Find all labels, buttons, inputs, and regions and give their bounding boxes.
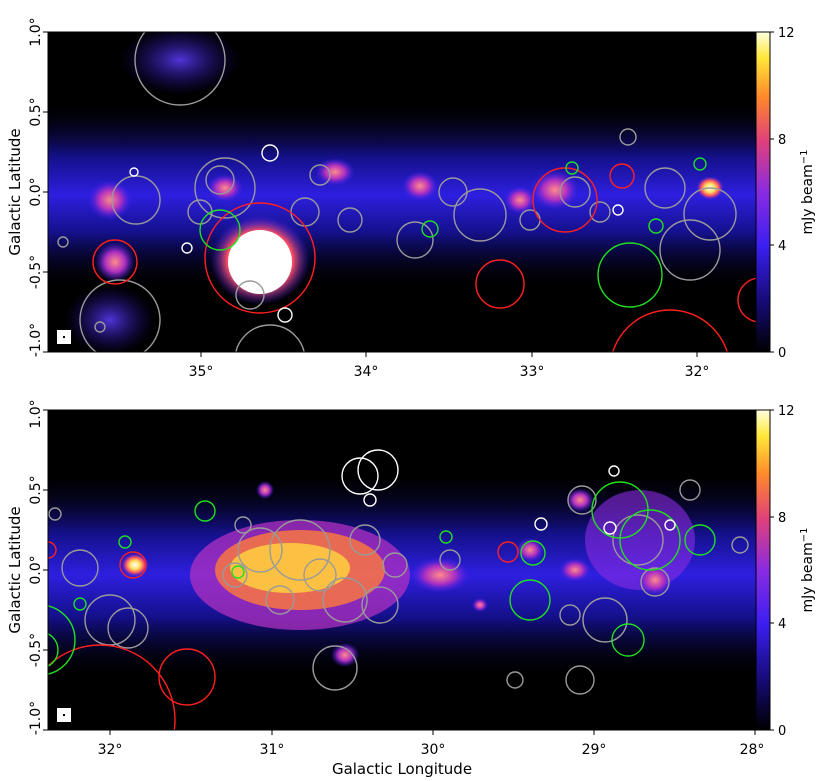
top-cbar-tick-0: 0: [778, 346, 786, 361]
top-ytick-5: -1.0°: [28, 323, 44, 357]
top-xtick-3: 33°: [520, 364, 545, 380]
top-ytick-2: 0.5°: [28, 97, 44, 126]
bottom-cbar-tick-4: 4: [778, 617, 786, 632]
bottom-xlabel: Galactic Longitude: [332, 760, 472, 778]
top-xtick-1: 35°: [189, 364, 214, 380]
bottom-colorbar: [755, 409, 771, 731]
bottom-xtick-3: 30°: [421, 742, 446, 758]
top-xtick-2: 34°: [354, 364, 379, 380]
top-panel: 35° 34° 33° 32° 1.0° 0.5° 0.0° -0.5° -1.…: [6, 17, 816, 380]
bottom-ytick-1: 1.0°: [28, 399, 44, 428]
bottom-xtick-4: 29°: [582, 742, 607, 758]
top-ylabel: Galactic Latitude: [6, 128, 24, 255]
top-image: [48, 32, 756, 352]
bottom-xtick-2: 31°: [260, 742, 285, 758]
bottom-xtick-1: 32°: [98, 742, 123, 758]
bottom-ytick-5: -1.0°: [28, 701, 44, 735]
bottom-panel: 32° 31° 30° 29° 28° 1.0° 0.5° 0.0° -0.5°…: [6, 399, 816, 778]
bottom-cbar-tick-8: 8: [778, 511, 786, 526]
bottom-ytick-4: -0.5°: [28, 633, 44, 667]
top-ytick-4: -0.5°: [28, 255, 44, 289]
top-colorbar: [755, 31, 771, 353]
top-ytick-1: 1.0°: [28, 17, 44, 46]
top-cbar-tick-4: 4: [778, 239, 786, 254]
bottom-xtick-5: 28°: [740, 742, 765, 758]
bottom-cbar-tick-12: 12: [778, 404, 795, 419]
bottom-ylabel: Galactic Latitude: [6, 506, 24, 633]
top-xtick-4: 32°: [685, 364, 710, 380]
bottom-ytick-2: 0.5°: [28, 475, 44, 504]
top-cbar-tick-12: 12: [778, 26, 795, 41]
bottom-cbar-label: mJy beam−1: [799, 528, 816, 613]
top-cbar-tick-8: 8: [778, 133, 786, 148]
bottom-image: [48, 410, 756, 730]
bottom-ytick-3: 0.0°: [28, 555, 44, 584]
top-cbar-label: mJy beam−1: [799, 150, 816, 235]
bottom-cbar-tick-0: 0: [778, 724, 786, 739]
top-ytick-3: 0.0°: [28, 177, 44, 206]
